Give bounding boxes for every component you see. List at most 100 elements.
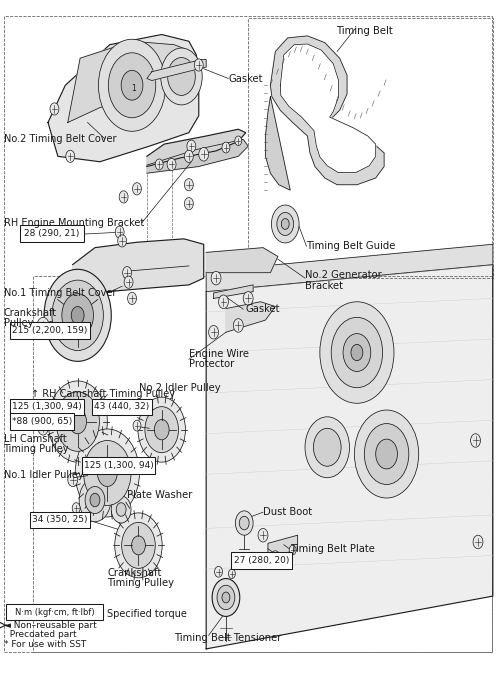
Circle shape	[211, 271, 221, 285]
FancyBboxPatch shape	[20, 225, 84, 242]
Text: * For use with SST: * For use with SST	[3, 639, 86, 649]
Circle shape	[271, 551, 280, 563]
Circle shape	[90, 494, 100, 506]
Bar	[248, 18, 493, 278]
Circle shape	[119, 191, 128, 203]
Text: No.2 Generator: No.2 Generator	[305, 270, 382, 280]
Text: Specified torque: Specified torque	[107, 609, 187, 619]
Circle shape	[132, 182, 141, 195]
Circle shape	[127, 292, 136, 304]
Circle shape	[131, 536, 145, 555]
Polygon shape	[270, 36, 384, 184]
Circle shape	[68, 473, 78, 487]
FancyBboxPatch shape	[10, 413, 74, 430]
Text: Timing Belt Guide: Timing Belt Guide	[307, 241, 396, 252]
Circle shape	[320, 302, 394, 403]
FancyBboxPatch shape	[82, 458, 155, 475]
Circle shape	[72, 503, 80, 513]
Circle shape	[194, 59, 203, 71]
Circle shape	[343, 334, 371, 372]
Circle shape	[48, 381, 107, 462]
Circle shape	[219, 295, 229, 308]
Polygon shape	[226, 302, 275, 332]
Circle shape	[217, 585, 235, 610]
Text: Gasket: Gasket	[229, 73, 263, 83]
Text: RH Engine Mounting Bracket: RH Engine Mounting Bracket	[3, 218, 144, 228]
Text: 215 (2,200, 159): 215 (2,200, 159)	[12, 326, 88, 335]
Circle shape	[271, 205, 299, 243]
Circle shape	[97, 460, 117, 487]
Text: Bracket: Bracket	[305, 281, 343, 291]
Text: 125 (1,300, 94): 125 (1,300, 94)	[83, 461, 153, 471]
Polygon shape	[206, 244, 493, 292]
Text: 34 (350, 25): 34 (350, 25)	[32, 515, 88, 525]
Polygon shape	[265, 97, 290, 190]
Text: Timing Belt Plate: Timing Belt Plate	[290, 544, 375, 555]
Circle shape	[313, 428, 341, 466]
Circle shape	[116, 503, 126, 516]
Circle shape	[212, 578, 240, 616]
Circle shape	[108, 53, 156, 118]
Text: Timing Pulley: Timing Pulley	[107, 578, 174, 589]
Bar	[33, 276, 492, 652]
Circle shape	[69, 410, 87, 434]
Text: No.2 Idler Pulley: No.2 Idler Pulley	[139, 383, 221, 393]
Circle shape	[215, 566, 223, 577]
Circle shape	[121, 71, 143, 100]
Circle shape	[84, 441, 131, 505]
Circle shape	[75, 429, 139, 517]
FancyBboxPatch shape	[10, 322, 90, 339]
Text: LH Camshaft: LH Camshaft	[3, 434, 66, 444]
Circle shape	[37, 317, 49, 334]
Text: *88 (900, 65): *88 (900, 65)	[12, 417, 72, 426]
Circle shape	[185, 197, 193, 210]
Polygon shape	[268, 535, 298, 557]
Text: No.1 Idler Pulley: No.1 Idler Pulley	[3, 470, 83, 480]
Circle shape	[185, 178, 193, 191]
Text: ◄ Non–reusable part: ◄ Non–reusable part	[3, 620, 96, 630]
Circle shape	[38, 422, 48, 435]
FancyBboxPatch shape	[231, 552, 292, 569]
Circle shape	[239, 516, 249, 530]
Circle shape	[277, 212, 294, 235]
Polygon shape	[206, 247, 278, 273]
Circle shape	[145, 407, 179, 453]
Text: Dust Boot: Dust Boot	[263, 507, 312, 517]
Text: Precoated part: Precoated part	[3, 630, 76, 639]
Polygon shape	[206, 264, 493, 649]
Circle shape	[122, 522, 155, 568]
Circle shape	[133, 420, 141, 431]
Circle shape	[79, 479, 111, 521]
Circle shape	[52, 280, 103, 351]
Circle shape	[155, 159, 163, 170]
Text: Crankshaft: Crankshaft	[3, 308, 57, 318]
Circle shape	[187, 140, 196, 153]
Circle shape	[235, 511, 253, 535]
Circle shape	[355, 410, 419, 498]
Circle shape	[233, 319, 243, 332]
Circle shape	[243, 292, 253, 305]
Text: N·m (kgf·cm, ft·lbf): N·m (kgf·cm, ft·lbf)	[15, 607, 95, 616]
Polygon shape	[147, 129, 246, 167]
Polygon shape	[147, 60, 206, 81]
Circle shape	[56, 392, 99, 452]
Text: 1: 1	[131, 84, 136, 93]
Circle shape	[115, 513, 162, 578]
Circle shape	[209, 325, 219, 339]
Text: 28 (290, 21): 28 (290, 21)	[24, 229, 79, 238]
Circle shape	[351, 344, 363, 361]
Text: 27 (280, 20): 27 (280, 20)	[234, 556, 289, 565]
Circle shape	[185, 151, 193, 163]
Circle shape	[115, 226, 124, 238]
Circle shape	[161, 48, 202, 105]
Text: ↑ RH Camshaft Timing Pulley: ↑ RH Camshaft Timing Pulley	[31, 389, 175, 399]
Circle shape	[289, 545, 296, 555]
Polygon shape	[73, 239, 204, 292]
Circle shape	[199, 148, 209, 161]
Text: No.1 Timing Belt Cover: No.1 Timing Belt Cover	[3, 288, 116, 298]
Circle shape	[71, 306, 84, 324]
Circle shape	[235, 136, 242, 146]
Text: Protector: Protector	[189, 359, 234, 369]
Circle shape	[229, 569, 235, 578]
Circle shape	[222, 142, 230, 153]
